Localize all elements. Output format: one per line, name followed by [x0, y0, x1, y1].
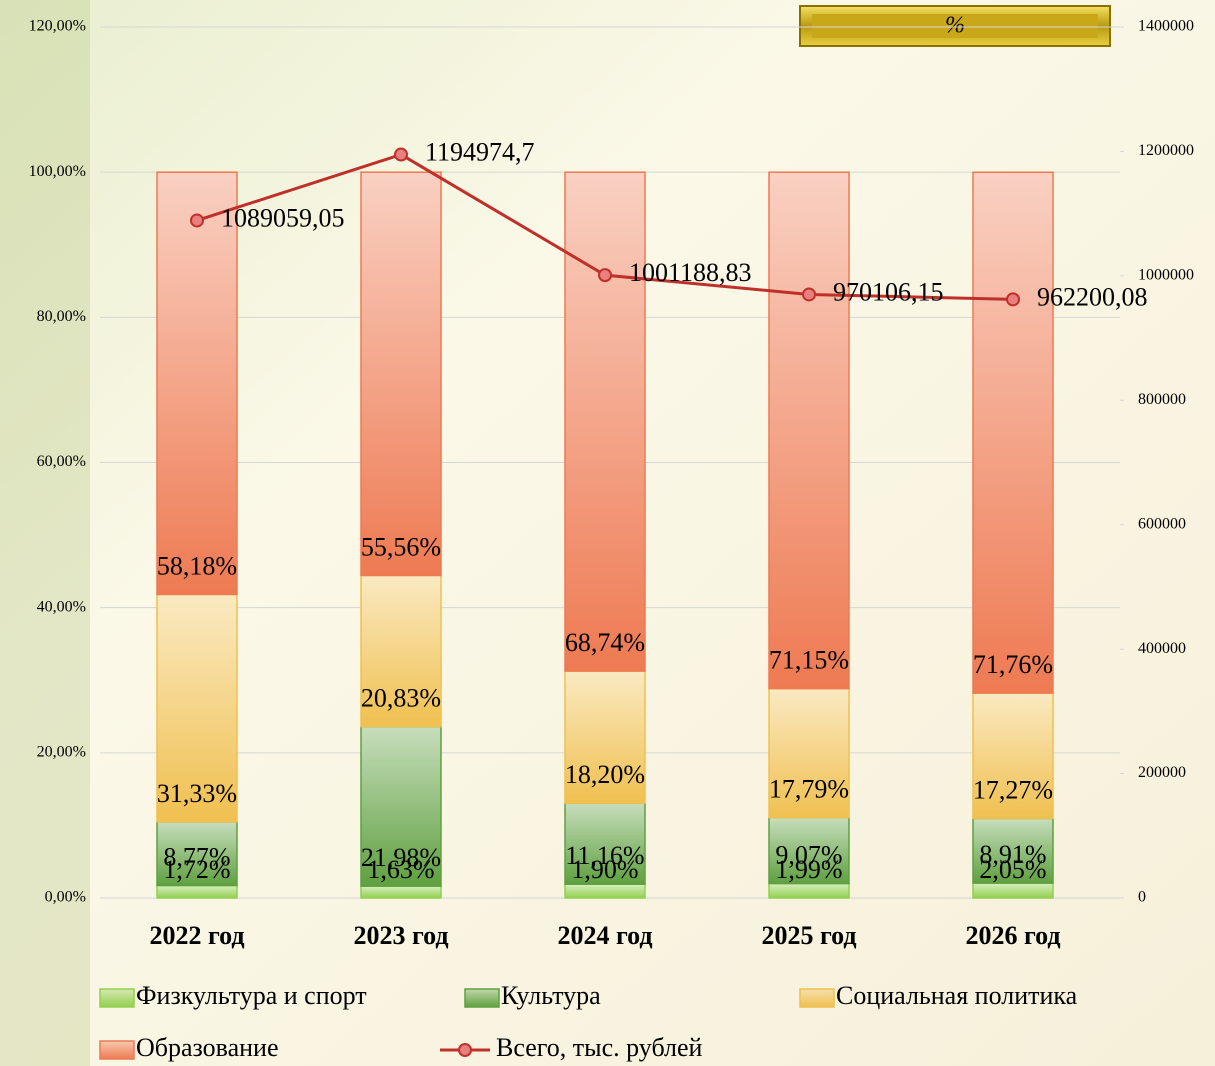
bar-segment-fill [156, 593, 238, 823]
bar-segment-fill [768, 816, 850, 885]
data-label: 55,56% [361, 532, 441, 561]
y-tick-label: 60,00% [37, 453, 86, 470]
data-label: 9,07% [775, 841, 842, 870]
legend-label: Физкультура и спорт [136, 981, 367, 1010]
bar-segment-fill [360, 574, 442, 728]
chart-title: % [945, 13, 965, 39]
bar-segment-fill [156, 884, 238, 899]
title-box-inner [812, 14, 1098, 38]
x-tick-label: 2026 год [965, 921, 1060, 950]
legend-swatch [99, 1040, 135, 1060]
legend-swatch [799, 988, 835, 1008]
bar-segment-fill [972, 817, 1054, 884]
legend-swatch [464, 988, 500, 1008]
bar-segment-fill [564, 670, 646, 804]
legend-label: Всего, тыс. рублей [496, 1033, 703, 1062]
y2-tick-label: 800000 [1138, 391, 1186, 408]
data-label: 1,90% [571, 855, 638, 884]
background-decor [0, 0, 90, 1066]
y-tick-label: 120,00% [29, 18, 86, 35]
bar-segment-fill [156, 171, 238, 596]
data-label: 8,91% [979, 840, 1046, 869]
legend-marker [458, 1043, 472, 1057]
y-tick-label: 20,00% [37, 744, 86, 761]
y2-tick-label: 400000 [1138, 640, 1186, 657]
legend-label: Культура [501, 981, 601, 1010]
data-label: 8,77% [163, 842, 230, 871]
data-label: 1,63% [367, 855, 434, 884]
x-tick-label: 2023 год [353, 921, 448, 950]
data-label: 20,83% [361, 684, 441, 713]
data-label: 21,98% [361, 843, 441, 872]
data-label: 11,16% [565, 841, 644, 870]
y2-tick-label: 1200000 [1138, 142, 1194, 159]
data-label: 71,76% [973, 650, 1053, 679]
line-label: 1194974,7 [425, 138, 535, 167]
bar-segment-fill [972, 882, 1054, 899]
bar-segment-fill [972, 171, 1054, 694]
data-label: 71,15% [769, 646, 849, 675]
line-marker [598, 268, 612, 283]
legend-label: Социальная политика [836, 981, 1078, 1010]
y-tick-label: 80,00% [37, 308, 86, 325]
line-label: 962200,08 [1037, 282, 1148, 311]
data-label: 58,18% [157, 551, 237, 580]
y2-tick-label: 1000000 [1138, 267, 1194, 284]
data-label: 17,27% [973, 775, 1053, 804]
x-tick-label: 2025 год [761, 921, 856, 950]
data-label: 68,74% [565, 628, 645, 657]
line-label: 1089059,05 [221, 203, 345, 232]
bar-segment-fill [564, 171, 646, 672]
legend-swatch [99, 988, 135, 1008]
line-marker [1006, 292, 1020, 307]
legend-label: Образование [136, 1033, 279, 1062]
data-label: 17,79% [769, 775, 849, 804]
y2-tick-label: 200000 [1138, 764, 1186, 781]
line-marker [190, 213, 204, 228]
data-label: 2,05% [979, 855, 1046, 884]
y2-tick-label: 0 [1138, 889, 1146, 906]
bar-segment-fill [360, 885, 442, 899]
line-marker [394, 147, 408, 162]
bar-segment-fill [360, 171, 442, 577]
y-tick-label: 100,00% [29, 163, 86, 180]
line-marker [802, 287, 816, 302]
bar-segment-fill [564, 883, 646, 899]
bar-segment-fill [156, 821, 238, 887]
y2-tick-label: 1400000 [1138, 18, 1194, 35]
data-label: 1,72% [163, 855, 230, 884]
line-label: 1001188,83 [629, 258, 752, 287]
bar-segment-fill [360, 725, 442, 887]
x-tick-label: 2024 год [557, 921, 652, 950]
y-tick-label: 40,00% [37, 598, 86, 615]
line-label: 970106,15 [833, 277, 944, 306]
bar-segment-fill [768, 882, 850, 899]
bar-segment-fill [768, 687, 850, 819]
y2-tick-label: 600000 [1138, 515, 1186, 532]
x-tick-label: 2022 год [149, 921, 244, 950]
data-label: 18,20% [565, 760, 645, 789]
data-label: 31,33% [157, 779, 237, 808]
bar-segment-fill [768, 171, 850, 690]
bar-segment-fill [564, 802, 646, 885]
data-label: 1,99% [775, 855, 842, 884]
y-tick-label: 0,00% [45, 889, 86, 906]
